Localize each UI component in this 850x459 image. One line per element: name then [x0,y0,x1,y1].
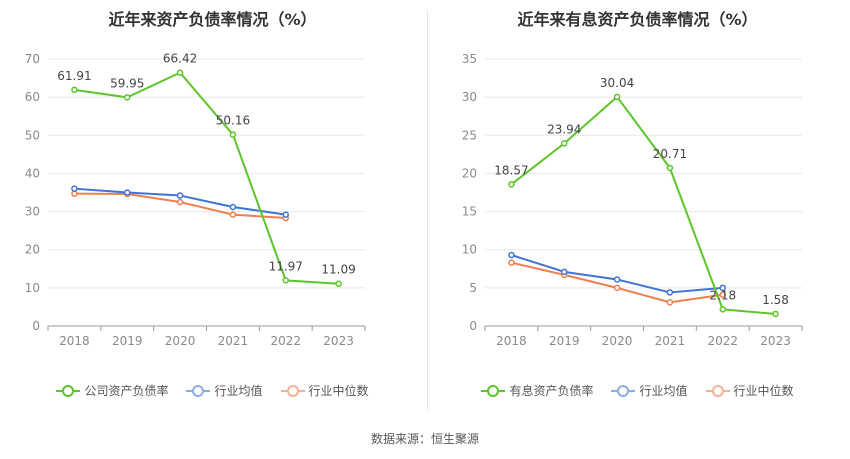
y-tick-label: 15 [462,205,477,219]
legend-swatch-icon [186,384,211,397]
y-tick-label: 35 [462,52,477,66]
data-label: 11.09 [321,263,355,277]
data-point [561,140,568,147]
data-point [613,93,621,101]
y-tick-label: 0 [32,319,40,333]
data-point [71,185,78,192]
data-label: 20.71 [653,147,687,161]
legend-label: 行业均值 [639,384,688,398]
data-point [124,94,131,101]
legend-swatch-icon [56,384,81,397]
y-tick-label: 5 [469,281,477,295]
chart-panel-right: 近年来有息资产负债率情况（%） 0 5 10 15 20 25 30 35 2018 2019 20… [425,0,850,420]
legend-item[interactable]: 有息资产负债率 [481,382,593,399]
x-tick-label: 2022 [707,334,738,348]
data-point [282,211,289,218]
y-tick-label: 10 [25,281,40,295]
data-point [719,291,726,298]
legend-item[interactable]: 行业中位数 [705,382,794,399]
data-point [613,276,621,283]
data-point [71,86,78,94]
legend-swatch-icon [705,384,730,397]
y-tick-label: 30 [462,90,477,104]
legend-label: 行业均值 [214,384,263,398]
data-label: 66.42 [163,52,197,66]
x-tick-label: 2021 [655,334,686,348]
data-point [666,164,674,172]
y-tick-label: 0 [469,319,477,333]
x-tick-label: 2022 [270,334,301,348]
data-point [508,251,515,259]
x-tick-label: 2020 [602,334,633,348]
y-tick-label: 60 [25,90,40,104]
y-tick-label: 20 [25,243,40,257]
legend-item[interactable]: 公司资产负债率 [56,382,168,399]
legend-label: 行业中位数 [733,384,794,398]
x-tick-label: 2019 [549,334,580,348]
data-point [229,131,237,138]
data-point [176,192,184,199]
data-point [561,268,568,276]
x-tick-label: 2018 [59,334,90,348]
legend-label: 行业中位数 [308,384,369,398]
y-tick-label: 20 [462,166,477,180]
legend-swatch-icon [481,384,506,397]
x-tick-label: 2019 [112,334,143,348]
data-label: 59.95 [110,76,144,90]
x-tick-label: 2023 [323,334,354,348]
data-point [176,69,184,76]
y-tick-label: 40 [25,166,40,180]
chart-title: 近年来有息资产负债率情况（%） [517,10,758,29]
data-label: 1.58 [762,293,789,307]
legend-item[interactable]: 行业均值 [611,382,688,399]
panel-divider [427,10,428,410]
data-label: 11.97 [269,259,303,273]
line-chart-plot: 0 5 10 15 20 25 30 35 2018 2019 2020 2021 2022 2023 18… [462,52,803,348]
line-chart-plot: 0 10 20 30 40 50 60 70 2018 2019 2020 2021 2022 2023 6… [25,52,366,348]
chart-title: 近年来资产负债率情况（%） [108,10,317,29]
series-line [74,71,339,285]
data-point [508,181,515,188]
y-tick-label: 25 [462,128,477,142]
data-point [176,198,184,206]
y-tick-label: 30 [25,205,40,219]
legend-swatch-icon [280,384,305,397]
x-tick-label: 2023 [760,334,791,348]
legend-swatch-icon [611,384,636,397]
data-point [229,203,237,211]
data-point [772,310,779,318]
data-point [335,280,342,287]
chart-panel-left: 近年来资产负债率情况（%） 0 10 20 30 40 50 60 70 2018 2019 202… [0,0,425,420]
data-point [508,259,515,266]
chart-legend: 有息资产负债率 行业均值 行业中位数 [425,382,850,399]
data-label: 61.91 [57,69,91,83]
data-label: 18.57 [494,163,528,177]
legend-label: 有息资产负债率 [509,384,594,398]
legend-label: 公司资产负债率 [84,384,169,398]
data-point [124,189,131,196]
data-point [282,277,289,284]
y-tick-label: 10 [462,243,477,257]
data-label: 50.16 [216,114,250,128]
data-label: 23.94 [547,122,581,136]
data-point [719,306,726,313]
chart-legend: 公司资产负债率 行业均值 行业中位数 [0,382,425,399]
x-tick-label: 2020 [165,334,196,348]
data-point [666,289,674,296]
data-label: 2.18 [709,288,736,302]
data-point [666,299,674,306]
series-line [510,95,776,315]
data-label: 30.04 [600,76,634,90]
data-point [613,284,621,292]
data-source-note: 数据来源：恒生聚源 [370,432,479,446]
y-tick-label: 70 [25,52,40,66]
data-point [719,284,726,292]
y-tick-label: 50 [25,128,40,142]
x-tick-label: 2021 [218,334,249,348]
x-tick-label: 2018 [496,334,527,348]
legend-item[interactable]: 行业中位数 [280,382,369,399]
data-point [229,211,237,218]
legend-item[interactable]: 行业均值 [186,382,263,399]
